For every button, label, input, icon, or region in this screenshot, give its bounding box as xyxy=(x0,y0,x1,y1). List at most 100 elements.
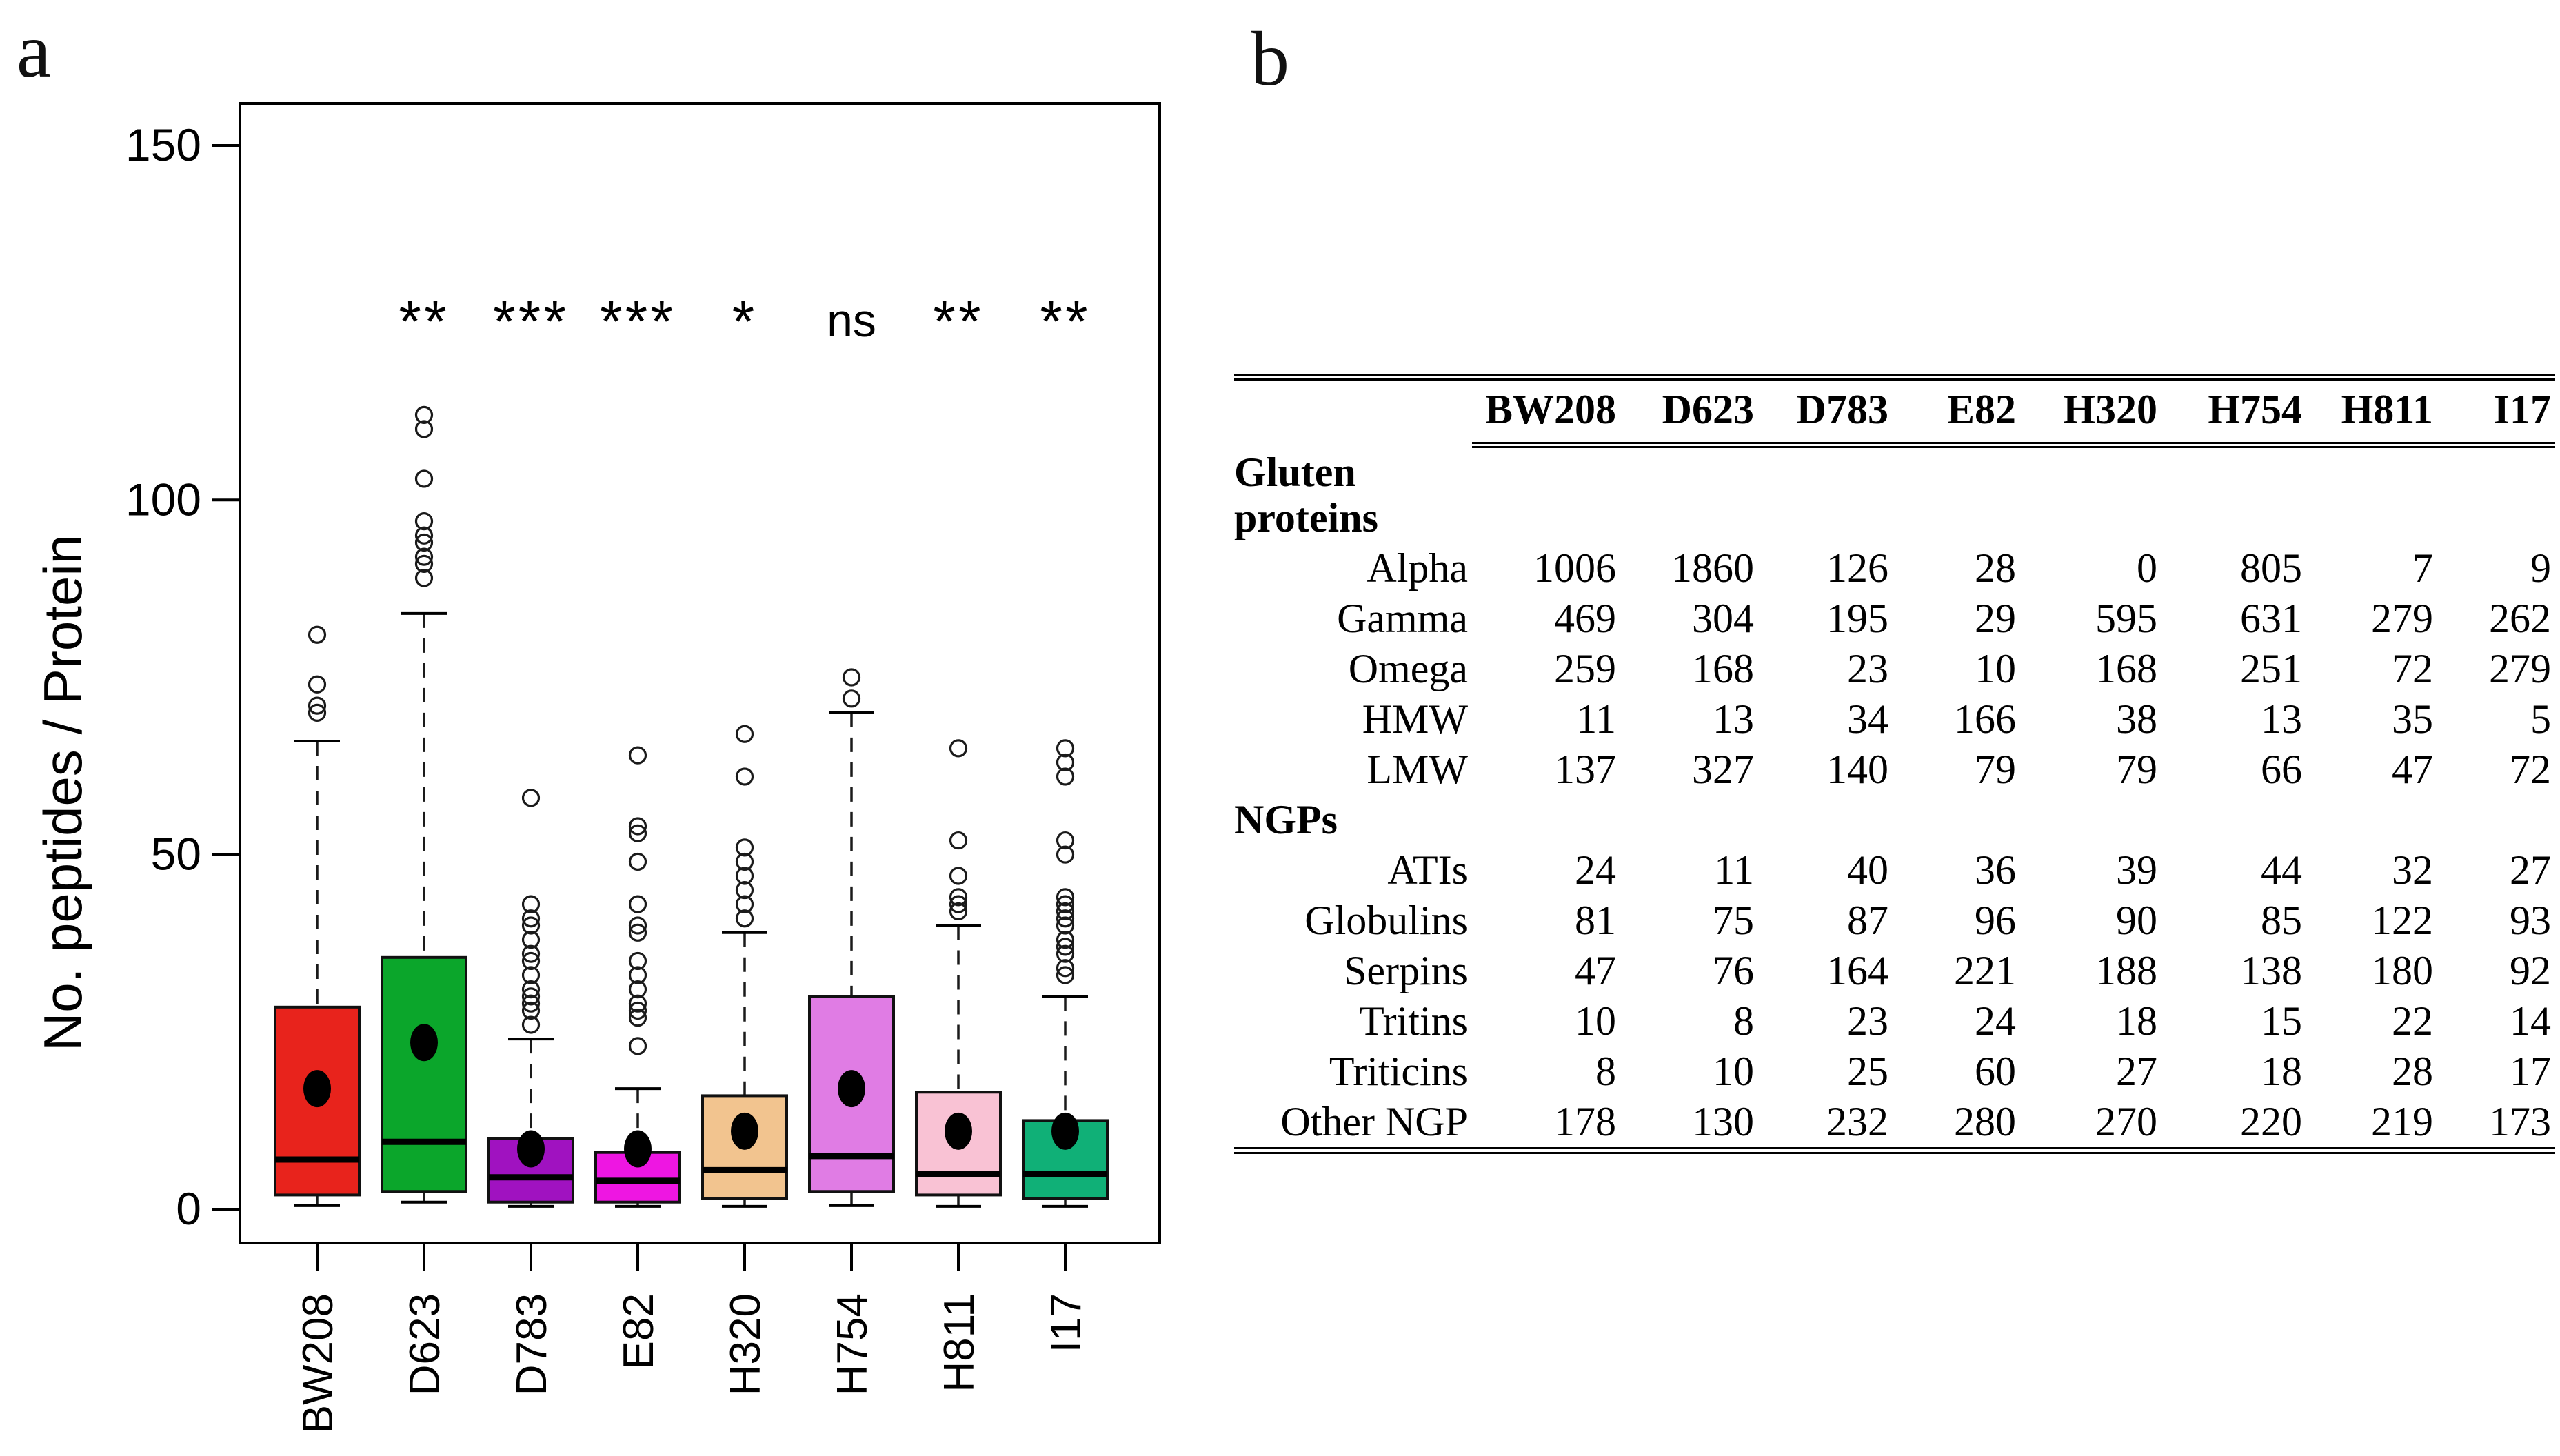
outlier-point xyxy=(414,469,434,488)
x-tick-label-H811: H811 xyxy=(936,1293,983,1393)
row-label: Omega xyxy=(1348,645,1468,691)
table-cell: 28 xyxy=(2392,1048,2433,1094)
mean-dot-E82 xyxy=(624,1130,652,1168)
box-group-I17: ** I17 xyxy=(1022,289,1109,1353)
table-cell: 173 xyxy=(2489,1098,2551,1144)
table-cell: 11 xyxy=(1576,696,1616,742)
mean-dot-H811 xyxy=(945,1112,972,1150)
table-header-cell: I17 xyxy=(2437,381,2555,448)
table-cell: 72 xyxy=(2392,645,2433,691)
table-cell: 90 xyxy=(2116,897,2157,943)
table-header-cell: D783 xyxy=(1758,381,1893,448)
table-empty-cell xyxy=(1758,445,1893,543)
table-cell: 195 xyxy=(1826,595,1888,641)
table-header-cell: BW208 xyxy=(1472,381,1620,448)
table-cell: 251 xyxy=(2240,645,2302,691)
significance-D783: *** xyxy=(493,289,569,354)
x-tick-label-D623: D623 xyxy=(401,1293,449,1395)
table-cell: 327 xyxy=(1692,746,1754,792)
table-row-Tritins: Tritins 10 8 23 24 18 15 22 14 xyxy=(1234,996,2555,1046)
table-row-Other-NGP: Other NGP 178 130 232 280 270 220 219 173 xyxy=(1234,1097,2555,1147)
table-cell: 85 xyxy=(2261,897,2302,943)
table-empty-cell xyxy=(1472,795,1620,845)
table-cell: 22 xyxy=(2392,998,2433,1044)
outlier-point xyxy=(1056,767,1075,786)
outlier-point xyxy=(308,703,327,722)
table-header-cell: H811 xyxy=(2306,381,2437,448)
table-cell: 469 xyxy=(1554,595,1616,641)
x-tick-label-H320: H320 xyxy=(722,1293,769,1395)
table-cell: 18 xyxy=(2116,998,2157,1044)
box-group-E82: *** E82 xyxy=(594,289,681,1369)
table-cell: 10 xyxy=(1713,1048,1754,1094)
outlier-point xyxy=(521,980,541,999)
table-cell: 13 xyxy=(2261,696,2302,742)
table-cell: 279 xyxy=(2489,645,2551,691)
outlier-point xyxy=(949,895,968,913)
outlier-point xyxy=(521,895,541,913)
table-cell: 92 xyxy=(2510,947,2551,993)
table-cell: 140 xyxy=(1826,746,1888,792)
row-label: HMW xyxy=(1362,696,1468,742)
table-cell: 168 xyxy=(1692,645,1754,691)
outlier-point xyxy=(414,405,434,424)
outlier-point xyxy=(735,725,754,743)
table-cell: 13 xyxy=(1713,696,1754,742)
mean-dot-D623 xyxy=(410,1024,438,1062)
table-empty-cell xyxy=(1620,795,1758,845)
table-cell: 87 xyxy=(1847,897,1888,943)
outlier-point xyxy=(521,1015,541,1034)
table-empty-cell xyxy=(2306,795,2437,845)
outlier-point xyxy=(628,1009,647,1027)
outlier-point xyxy=(628,923,647,942)
row-label: Alpha xyxy=(1367,545,1468,591)
outlier-point xyxy=(628,817,647,836)
table-cell: 178 xyxy=(1554,1098,1616,1144)
table-row-Serpins: Serpins 47 76 164 221 188 138 180 92 xyxy=(1234,946,2555,996)
table-empty-cell xyxy=(2306,445,2437,543)
table-cell: 47 xyxy=(1575,947,1616,993)
outlier-point xyxy=(735,895,754,913)
table-empty-cell xyxy=(2020,445,2161,543)
table-cell: 8 xyxy=(1595,1048,1616,1094)
table-row-ATIs: ATIs 24 11 40 36 39 44 32 27 xyxy=(1234,845,2555,896)
table-cell: 805 xyxy=(2240,545,2302,591)
outlier-point xyxy=(628,824,647,842)
table-cell: 5 xyxy=(2530,696,2551,742)
table-empty-cell xyxy=(2020,795,2161,845)
table-header-cell: D623 xyxy=(1620,381,1758,448)
outlier-point xyxy=(1056,739,1075,758)
outlier-point xyxy=(628,916,647,935)
table-cell: 15 xyxy=(2261,998,2302,1044)
table-header-stub xyxy=(1234,381,1472,445)
table-cell: 168 xyxy=(2095,645,2157,691)
outlier-point xyxy=(735,852,754,871)
table-header-cell: E82 xyxy=(1893,381,2020,448)
table-cell: 23 xyxy=(1847,998,1888,1044)
table-cell: 11 xyxy=(1714,847,1754,893)
table-cell: 280 xyxy=(1954,1098,2016,1144)
table-cell: 262 xyxy=(2489,595,2551,641)
table-cell: 10 xyxy=(1975,645,2016,691)
table-cell: 24 xyxy=(1975,998,2016,1044)
table-cell: 47 xyxy=(2392,746,2433,792)
outlier-point xyxy=(735,767,754,786)
outlier-point xyxy=(521,987,541,1006)
table-cell: 96 xyxy=(1975,897,2016,943)
table-cell: 138 xyxy=(2240,947,2302,993)
outlier-point xyxy=(628,895,647,913)
outlier-point xyxy=(1056,959,1075,978)
table-cell: 29 xyxy=(1975,595,2016,641)
table-row-Gamma: Gamma 469 304 195 29 595 631 279 262 xyxy=(1234,594,2555,644)
x-tick-label-D783: D783 xyxy=(508,1293,556,1395)
table-cell: 27 xyxy=(2116,1048,2157,1094)
mean-dot-BW208 xyxy=(303,1070,331,1108)
table-cell: 1006 xyxy=(1533,545,1616,591)
row-label: Serpins xyxy=(1344,947,1468,993)
outlier-point xyxy=(414,512,434,531)
table-cell: 25 xyxy=(1847,1048,1888,1094)
table-cell: 164 xyxy=(1826,947,1888,993)
table-empty-cell xyxy=(1472,445,1620,543)
mean-dot-H754 xyxy=(838,1070,865,1108)
